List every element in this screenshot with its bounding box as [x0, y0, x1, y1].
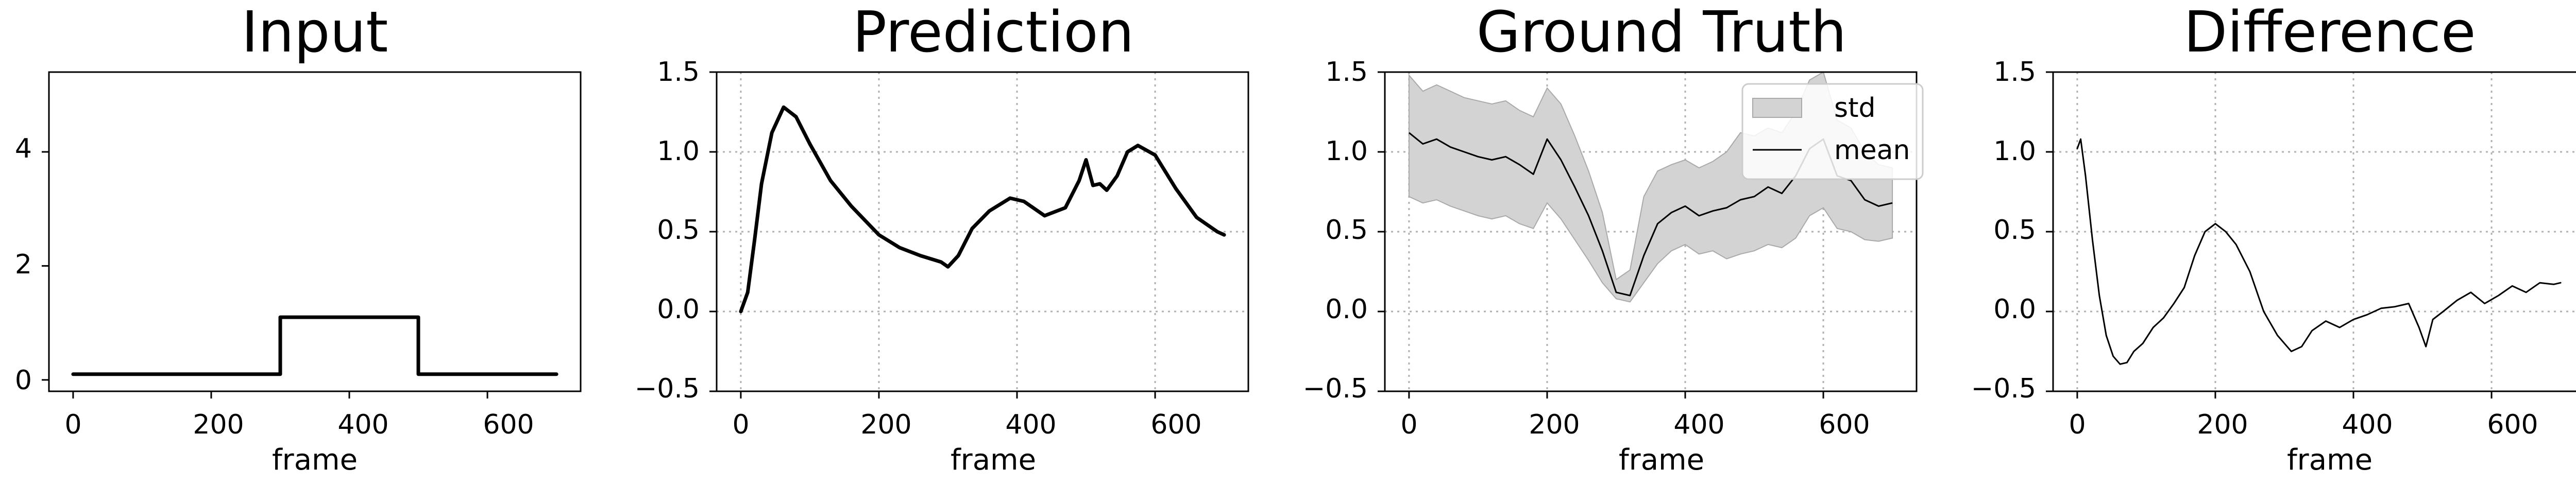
xtick-label: 0	[732, 409, 749, 440]
ytick-label: 2	[15, 249, 32, 280]
xtick-label: 600	[483, 409, 534, 440]
ytick-label: −0.5	[1971, 373, 2036, 404]
xtick-label: 200	[860, 409, 911, 440]
xaxis-label-difference: frame	[2287, 443, 2372, 477]
panel-difference: Difference −0.5 0.0 0.5 1.0 1.5 0 200 40…	[1971, 0, 2538, 477]
xtick-label: 400	[1673, 409, 1724, 440]
xtick-label: 200	[2197, 409, 2248, 440]
legend-std-swatch	[1752, 98, 1802, 118]
xtick-label: 600	[2487, 409, 2538, 440]
ytick-label: −0.5	[635, 373, 700, 404]
panel-title-input: Input	[242, 0, 388, 65]
xtick-label: 0	[64, 409, 81, 440]
legend: std mean	[1741, 83, 1924, 180]
ytick-label: 0.5	[657, 215, 700, 246]
ytick-labels-prediction: −0.5 0.0 0.5 1.0 1.5	[635, 57, 700, 404]
xaxis-label-prediction: frame	[951, 443, 1036, 477]
ytick-labels-difference: −0.5 0.0 0.5 1.0 1.5	[1971, 57, 2036, 404]
xtick-labels-prediction: 0 200 400 600	[732, 409, 1201, 440]
panel-title-ground-truth: Ground Truth	[1477, 0, 1846, 65]
series-line	[739, 105, 1226, 314]
ytick-label: 0.0	[1993, 294, 2036, 325]
ytick-label: 1.5	[1325, 57, 1368, 88]
ytick-label: 0.0	[1325, 294, 1368, 325]
panel-title-difference: Difference	[2183, 0, 2476, 65]
ytick-label: 1.0	[657, 136, 700, 167]
series-line	[71, 315, 558, 376]
xtick-label: 600	[1819, 409, 1870, 440]
plot-area-input	[42, 71, 582, 399]
ytick-label: 0.0	[657, 294, 700, 325]
axes-frame	[48, 71, 582, 392]
xtick-labels-input: 0 200 400 600	[64, 409, 534, 440]
ytick-label: −0.5	[1303, 373, 1368, 404]
axes-frame	[1384, 71, 1918, 392]
ytick-labels-input: 0 2 4	[15, 133, 32, 396]
legend-mean-label: mean	[1834, 135, 1910, 166]
xaxis-label-ground-truth: frame	[1619, 443, 1704, 477]
ytick-label: 0.5	[1993, 215, 2036, 246]
xtick-labels-difference: 0 200 400 600	[2069, 409, 2538, 440]
axes-frame	[2052, 71, 2576, 392]
plot-area-prediction	[709, 71, 1249, 399]
panel-title-prediction: Prediction	[853, 0, 1134, 65]
ytick-label: 0.5	[1325, 215, 1368, 246]
xtick-label: 400	[1005, 409, 1056, 440]
panel-prediction: Prediction −0.5 0.0 0.5 1.0 1.5 0 200 40…	[635, 0, 1202, 477]
ytick-label: 1.0	[1325, 136, 1368, 167]
ytick-label: 4	[15, 133, 32, 164]
xtick-label: 200	[193, 409, 244, 440]
series-line	[2076, 138, 2562, 365]
xtick-labels-ground-truth: 0 200 400 600	[1400, 409, 1870, 440]
xtick-label: 600	[1150, 409, 1201, 440]
xtick-label: 200	[1529, 409, 1580, 440]
panel-input: Input 0 2 4 0 200 400 600 frame	[15, 0, 534, 477]
legend-std-label: std	[1834, 93, 1876, 124]
xtick-label: 0	[2069, 409, 2086, 440]
ytick-label: 1.5	[657, 57, 700, 88]
xtick-label: 0	[1400, 409, 1417, 440]
xtick-label: 400	[337, 409, 388, 440]
xtick-label: 400	[2342, 409, 2393, 440]
ytick-label: 0	[15, 365, 32, 396]
xaxis-label-input: frame	[272, 443, 358, 477]
ytick-label: 1.5	[1993, 57, 2036, 88]
axes-frame	[716, 71, 1249, 392]
plot-area-difference	[2046, 71, 2576, 399]
ytick-labels-ground-truth: −0.5 0.0 0.5 1.0 1.5	[1303, 57, 1368, 404]
ytick-label: 1.0	[1993, 136, 2036, 167]
panel-ground-truth: Ground Truth −0.5 0.0 0.5 1.0 1.5 0 200 …	[1303, 0, 1870, 477]
